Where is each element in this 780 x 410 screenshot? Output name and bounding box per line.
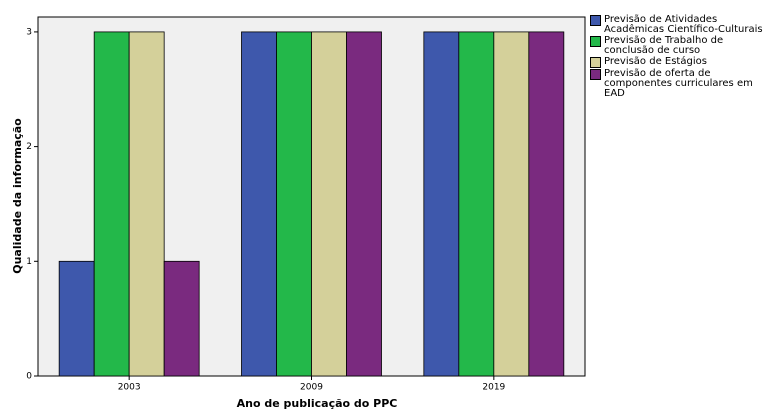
legend-swatch bbox=[590, 15, 601, 26]
legend-item: Previsão de Atividades Acadêmicas Cientí… bbox=[590, 15, 775, 35]
legend-item: Previsão de Trabalho de conclusão de cur… bbox=[590, 36, 775, 56]
legend: Previsão de Atividades Acadêmicas Cientí… bbox=[590, 15, 775, 100]
bar bbox=[276, 31, 312, 377]
y-tick-label: 3 bbox=[26, 27, 32, 37]
x-tick-label: 2003 bbox=[118, 383, 141, 393]
x-axis-label: Ano de publicação do PPC bbox=[237, 397, 398, 410]
bar bbox=[423, 31, 460, 377]
legend-label: Previsão de Estágios bbox=[604, 56, 707, 67]
legend-label: Previsão de Trabalho de conclusão de cur… bbox=[604, 35, 724, 56]
bar bbox=[311, 31, 347, 377]
legend-item: Previsão de oferta de componentes curric… bbox=[590, 69, 775, 99]
legend-item: Previsão de Estágios bbox=[590, 57, 775, 68]
bar bbox=[241, 31, 277, 377]
y-tick-label: 0 bbox=[26, 372, 32, 382]
bar bbox=[458, 31, 495, 377]
bar bbox=[346, 31, 382, 377]
legend-label: Previsão de oferta de componentes curric… bbox=[604, 68, 753, 99]
y-axis-label: Qualidade da informação bbox=[11, 118, 24, 274]
bar bbox=[128, 31, 165, 377]
bar bbox=[58, 260, 95, 377]
legend-swatch bbox=[590, 57, 601, 68]
bar bbox=[493, 31, 530, 377]
y-tick-label: 1 bbox=[26, 257, 32, 267]
y-tick-label: 2 bbox=[26, 142, 32, 152]
bar bbox=[163, 260, 200, 377]
legend-swatch bbox=[590, 36, 601, 47]
legend-swatch bbox=[590, 69, 601, 80]
bar bbox=[528, 31, 565, 377]
bar bbox=[93, 31, 130, 377]
legend-label: Previsão de Atividades Acadêmicas Cientí… bbox=[604, 14, 763, 35]
x-tick-label: 2019 bbox=[482, 383, 505, 393]
x-tick-label: 2009 bbox=[300, 383, 323, 393]
